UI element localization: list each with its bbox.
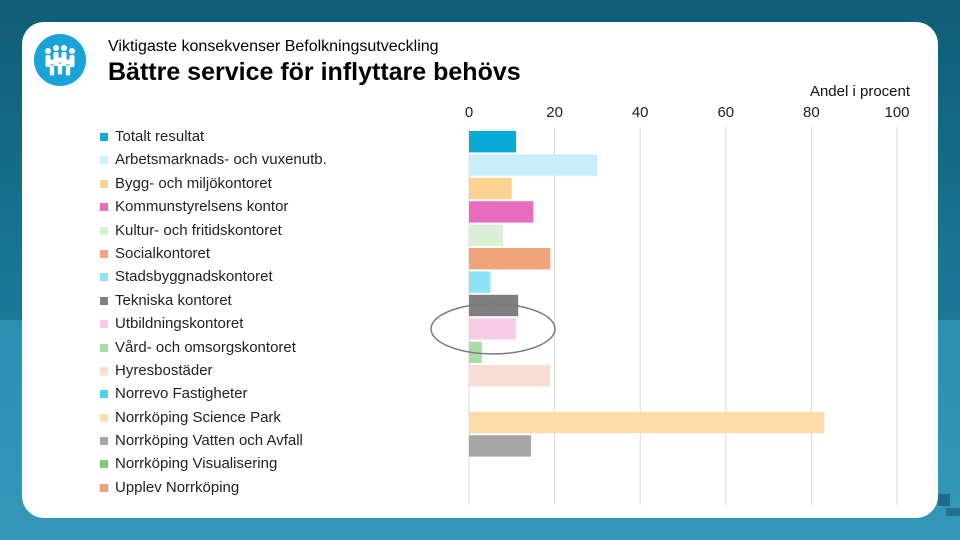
bar-0 <box>469 131 517 153</box>
legend-swatch <box>100 413 108 422</box>
legend-label: Kommunstyrelsens kontor <box>115 198 289 216</box>
legend-label: Norrköping Science Park <box>115 408 281 426</box>
legend-label: Norrevo Fastigheter <box>115 385 248 403</box>
legend-swatch <box>100 460 108 469</box>
legend-swatch <box>100 483 108 492</box>
legend-item: Upplev Norrköping <box>100 478 327 501</box>
legend-swatch <box>100 226 108 235</box>
legend-swatch <box>100 133 108 141</box>
legend-item: Norrköping Visualisering <box>100 454 327 477</box>
legend-swatch <box>100 343 108 352</box>
legend-swatch <box>100 273 108 282</box>
legend-item: Arbetsmarknads- och vuxenutb. <box>100 150 327 173</box>
people-group-icon <box>34 34 86 86</box>
legend-item: Norrevo Fastigheter <box>100 384 327 407</box>
x-tick-label-60: 60 <box>717 104 735 121</box>
legend-label: Stadsbyggnadskontoret <box>115 268 273 286</box>
legend-swatch <box>100 249 108 258</box>
legend-label: Tekniska kontoret <box>115 291 232 309</box>
slide-title: Bättre service för inflyttare behövs <box>108 58 521 86</box>
x-tick-label-40: 40 <box>631 104 649 121</box>
legend-swatch <box>100 437 108 446</box>
legend-item: Tekniska kontoret <box>100 291 327 314</box>
legend-item: Kommunstyrelsens kontor <box>100 197 327 220</box>
legend-swatch <box>100 156 108 165</box>
corner-decoration <box>938 494 960 516</box>
legend-label: Utbildningskontoret <box>115 315 244 333</box>
x-tick-label-0: 0 <box>464 104 474 121</box>
legend-label: Norrköping Vatten och Avfall <box>115 432 303 450</box>
bar-13 <box>469 435 532 457</box>
legend-label: Kultur- och fritidskontoret <box>115 221 282 239</box>
bar-12 <box>469 411 825 434</box>
legend-label: Vård- och omsorgskontoret <box>115 338 296 356</box>
highlight-ellipse <box>430 303 556 355</box>
bar-1 <box>469 154 598 176</box>
x-tick-label-80: 80 <box>803 104 820 121</box>
bar-5 <box>469 248 551 270</box>
bar-10 <box>469 365 551 387</box>
bar-8 <box>469 318 517 340</box>
legend-item: Vård- och omsorgskontoret <box>100 338 327 361</box>
legend-swatch <box>100 296 108 305</box>
legend-label: Hyresbostäder <box>115 361 213 379</box>
legend-label: Norrköping Visualisering <box>115 455 278 473</box>
legend-item: Bygg- och miljökontoret <box>100 174 327 197</box>
legend-item: Socialkontoret <box>100 244 327 267</box>
bar-7 <box>469 294 519 317</box>
legend-swatch <box>100 366 108 375</box>
legend-item: Hyresbostäder <box>100 361 327 384</box>
bar-3 <box>469 201 534 223</box>
axis-unit-label: Andel i procent <box>809 83 911 100</box>
legend-label: Upplev Norrköping <box>115 478 240 496</box>
legend-item: Norrköping Vatten och Avfall <box>100 431 327 454</box>
slide-subtitle: Viktigaste konsekvenser Befolkningsutvec… <box>108 38 439 55</box>
legend-swatch <box>100 179 108 188</box>
legend-swatch <box>100 320 108 329</box>
legend-label: Bygg- och miljökontoret <box>115 174 272 192</box>
legend-swatch <box>100 203 108 212</box>
legend-label: Totalt resultat <box>115 128 205 145</box>
legend-label: Arbetsmarknads- och vuxenutb. <box>115 151 327 169</box>
bar-4 <box>469 224 504 246</box>
legend-item: Utbildningskontoret <box>100 314 327 337</box>
legend-item: Kultur- och fritidskontoret <box>100 221 327 244</box>
x-tick-label-100: 100 <box>884 104 910 121</box>
bar-6 <box>469 271 491 293</box>
x-tick-label-20: 20 <box>546 104 563 121</box>
bar-2 <box>469 177 512 200</box>
legend-item: Norrköping Science Park <box>100 408 327 431</box>
legend-item: Stadsbyggnadskontoret <box>100 267 327 290</box>
legend-swatch <box>100 390 108 399</box>
chart-legend: Totalt resultat Arbetsmarknads- och vuxen… <box>100 127 327 501</box>
legend-item: Totalt resultat <box>100 127 327 150</box>
legend-label: Socialkontoret <box>115 244 211 262</box>
